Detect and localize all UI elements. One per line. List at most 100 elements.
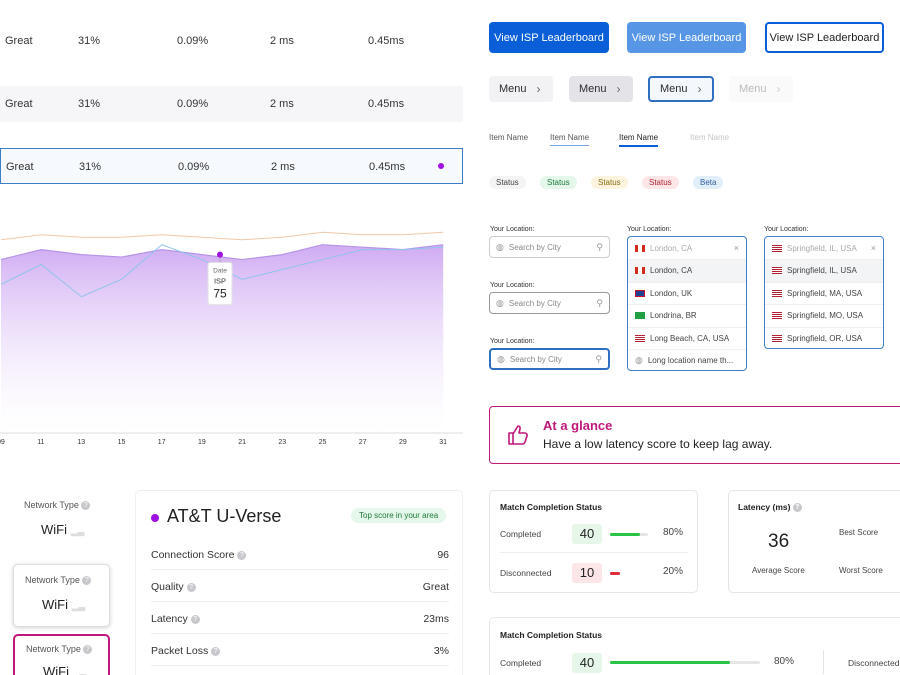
option-label: Londrina, BR xyxy=(650,311,697,321)
x-tick-label: 15 xyxy=(118,439,126,446)
completed-percent: 80% xyxy=(663,527,684,538)
location-typed-input[interactable]: Springfield, IL, USA × xyxy=(765,237,883,259)
tab-item-active[interactable]: Item Name xyxy=(619,133,659,147)
dropdown-option[interactable]: Springfield, MO, USA xyxy=(765,304,883,327)
dropdown-option[interactable]: Springfield, OR, USA xyxy=(765,326,883,350)
option-label: Springfield, MO, USA xyxy=(787,311,864,321)
typed-text: Springfield, IL, USA xyxy=(787,243,857,253)
series-line-1 xyxy=(0,244,444,261)
match-completion-panel: Match Completion Status Completed 40 80%… xyxy=(489,490,698,593)
status-badge-success: Status xyxy=(540,176,577,189)
location-search-input-hover[interactable]: ◍ Search by City ⚲ xyxy=(489,292,610,314)
help-icon[interactable]: ? xyxy=(792,503,802,513)
table-row[interactable]: Great 31% 0.09% 2 ms 0.45ms xyxy=(0,86,463,122)
x-tick-label: 23 xyxy=(278,439,286,446)
cell-col4: 2 ms xyxy=(271,161,295,173)
signal-bars-icon: ▂▃ xyxy=(70,526,85,536)
clear-icon[interactable]: × xyxy=(870,243,876,253)
stat-label: Latency xyxy=(151,613,188,625)
dropdown-option[interactable]: Long Beach, CA, USA xyxy=(628,326,746,350)
help-icon[interactable]: ? xyxy=(83,645,93,655)
x-tick-label: 29 xyxy=(399,439,407,446)
help-icon[interactable]: ? xyxy=(81,501,91,511)
panel-title: Match Completion Status xyxy=(500,630,603,640)
location-label: Your Location: xyxy=(490,282,535,289)
disconnected-progress-bar xyxy=(610,572,648,575)
menu-button[interactable]: Menu › xyxy=(489,76,553,102)
tab-item-hover[interactable]: Item Name xyxy=(550,133,590,146)
disconnected-value: 10 xyxy=(572,563,602,583)
cell-col3: 0.09% xyxy=(177,35,209,47)
divider xyxy=(500,552,688,553)
search-placeholder: Search by City xyxy=(508,298,561,308)
clear-icon[interactable]: × xyxy=(733,243,739,253)
location-search-input-focus[interactable]: ◍ Search by City ⚲ xyxy=(489,348,610,370)
help-icon[interactable]: ? xyxy=(186,582,196,592)
dropdown-option[interactable]: London, UK xyxy=(628,281,746,305)
help-icon[interactable]: ? xyxy=(237,550,247,560)
cell-col2: 31% xyxy=(78,98,101,110)
cell-col4: 2 ms xyxy=(270,98,294,110)
brazil-flag-icon xyxy=(635,312,645,320)
menu-button-disabled[interactable]: Menu › xyxy=(729,76,793,102)
stat-value: 96 xyxy=(437,549,449,561)
menu-label: Menu xyxy=(739,83,767,95)
dropdown-option[interactable]: Londrina, BR xyxy=(628,304,746,327)
completed-percent: 80% xyxy=(774,656,795,667)
location-search-input[interactable]: ◍ Search by City ⚲ xyxy=(489,236,610,258)
stat-value: 3% xyxy=(433,645,449,657)
leaderboard-button-hover[interactable]: View ISP Leaderboard xyxy=(627,22,746,53)
table-row-selected[interactable]: Great 31% 0.09% 2 ms 0.45ms xyxy=(0,148,463,184)
dropdown-option[interactable]: ◍ Long location name th... xyxy=(628,349,746,372)
globe-icon: ◍ xyxy=(496,297,504,308)
chevron-right-icon: › xyxy=(697,82,702,96)
dropdown-option[interactable]: Springfield, IL, USA xyxy=(765,259,883,282)
completed-progress-fill xyxy=(610,533,641,536)
globe-icon: ◍ xyxy=(497,353,505,364)
x-tick-label: 17 xyxy=(158,439,166,446)
option-label: Springfield, OR, USA xyxy=(787,333,863,343)
location-typed-input[interactable]: London, CA × xyxy=(628,237,746,259)
completed-label: Completed xyxy=(500,529,542,539)
help-icon[interactable]: ? xyxy=(82,576,92,586)
series-line-0 xyxy=(0,231,444,241)
network-type-card[interactable]: Network Type ? WiFi ▂▃ xyxy=(13,490,110,553)
status-badge-neutral: Status xyxy=(489,176,526,189)
best-score-label: Best Score xyxy=(839,528,879,537)
usa-flag-icon xyxy=(772,244,782,252)
tooltip-point xyxy=(217,251,223,258)
cell-quality: Great xyxy=(6,161,34,173)
location-dropdown-london: London, CA × London, CA London, UK Londr… xyxy=(627,236,747,371)
network-type-card-hover[interactable]: Network Type ? WiFi ▂▃ xyxy=(13,564,110,627)
completed-value: 40 xyxy=(572,524,602,544)
menu-button-hover[interactable]: Menu › xyxy=(569,76,633,102)
help-icon[interactable]: ? xyxy=(211,646,221,656)
x-tick-label: 27 xyxy=(359,439,367,446)
menu-button-focus[interactable]: Menu › xyxy=(648,76,714,102)
usa-flag-icon xyxy=(772,312,782,320)
network-type-value: WiFi xyxy=(42,597,68,612)
dropdown-option[interactable]: London, CA xyxy=(628,259,746,282)
option-label: London, UK xyxy=(650,288,693,298)
menu-label: Menu xyxy=(579,83,607,95)
chevron-right-icon: › xyxy=(616,82,621,96)
tab-item-disabled[interactable]: Item Name xyxy=(690,133,730,142)
latency-panel: Latency (ms) ? 36 Average Score Best Sco… xyxy=(728,490,900,593)
isp-stat-row: Packet Loss ? 3% xyxy=(151,634,449,666)
table-row[interactable]: Great 31% 0.09% 2 ms 0.45ms xyxy=(0,23,463,59)
search-placeholder: Search by City xyxy=(509,354,562,364)
help-icon[interactable]: ? xyxy=(190,614,200,624)
network-type-card-selected[interactable]: Network Type ? WiFi ▂▃ xyxy=(13,634,110,675)
stat-label: Connection Score xyxy=(151,549,235,561)
option-label: Long Beach, CA, USA xyxy=(650,333,730,343)
leaderboard-button-primary[interactable]: View ISP Leaderboard xyxy=(489,22,609,53)
tab-item-default[interactable]: Item Name xyxy=(489,133,529,142)
signal-bars-icon: ▂▃ xyxy=(72,668,87,675)
completed-value: 40 xyxy=(572,653,602,673)
x-tick-label: 13 xyxy=(77,439,85,446)
stat-label: Quality xyxy=(151,581,184,593)
leaderboard-button-outline[interactable]: View ISP Leaderboard xyxy=(765,22,884,53)
canada-flag-icon xyxy=(635,267,645,275)
dropdown-option[interactable]: Springfield, MA, USA xyxy=(765,281,883,305)
